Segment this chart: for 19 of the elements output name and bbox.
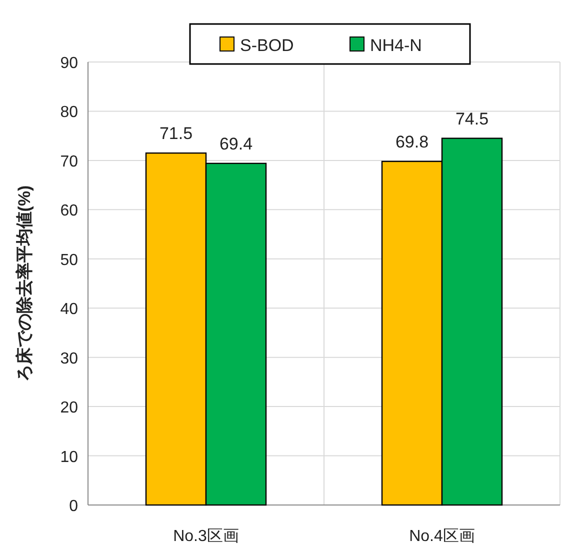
- y-tick-label: 60: [60, 202, 78, 220]
- y-axis-title: ろ床での除去率平均値(%): [15, 185, 34, 382]
- y-tick-label: 40: [60, 301, 78, 318]
- data-label: 69.8: [395, 132, 429, 152]
- legend-label: NH4-N: [370, 36, 422, 55]
- legend-label: S-BOD: [240, 36, 294, 55]
- y-tick-label: 0: [69, 498, 78, 515]
- y-tick-label: 20: [60, 400, 78, 417]
- data-label: 74.5: [455, 109, 489, 128]
- y-tick-label: 50: [60, 252, 78, 269]
- y-tick-label: 30: [60, 350, 78, 368]
- data-label: 71.5: [159, 124, 193, 144]
- y-tick-label: 80: [60, 104, 78, 122]
- x-tick-label: No.3区画: [173, 528, 239, 545]
- y-tick-label: 10: [60, 448, 78, 466]
- y-tick-label: 70: [60, 153, 78, 170]
- x-tick-label: No.4区画: [409, 528, 475, 545]
- data-label: 69.4: [219, 134, 253, 154]
- y-tick-label: 90: [60, 55, 78, 72]
